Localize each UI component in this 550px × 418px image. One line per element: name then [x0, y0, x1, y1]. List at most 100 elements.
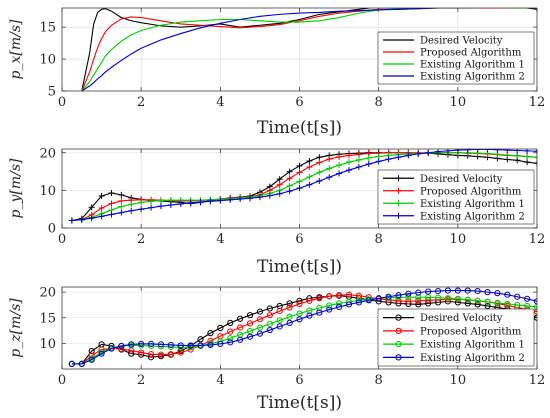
series-3-point — [128, 201, 135, 208]
x-tick-label: 2 — [137, 95, 145, 110]
series-1-point — [88, 204, 95, 211]
series-4-point — [484, 149, 491, 153]
series-4-point — [306, 181, 313, 188]
y-axis-label: p_z[m/s] — [8, 298, 24, 358]
series-1-point — [237, 315, 244, 322]
legend-label: Proposed Algorithm — [420, 48, 522, 59]
series-2-point — [355, 292, 362, 299]
series-4-point — [177, 200, 184, 207]
series-4-point — [78, 360, 85, 367]
series-4-point — [335, 303, 343, 311]
legend-label: Existing Algorithm 2 — [420, 353, 525, 364]
x-tick-label: 8 — [375, 95, 383, 110]
series-1-point — [316, 154, 323, 161]
series-4-point — [474, 149, 481, 153]
series-3-point — [444, 295, 452, 302]
x-tick-label: 0 — [58, 95, 66, 110]
legend-marker — [395, 327, 402, 334]
legend-marker — [395, 314, 402, 321]
series-4-point — [286, 188, 293, 195]
series-4-point — [138, 340, 145, 347]
series-2-point — [533, 308, 537, 315]
series-1-point — [246, 312, 254, 319]
series-3-point — [286, 182, 293, 189]
x-tick-label: 8 — [375, 373, 383, 388]
series-4-point — [227, 339, 234, 346]
series-line-2 — [81, 8, 537, 91]
series-2-point — [336, 153, 343, 160]
series-4-point — [533, 298, 537, 305]
series-4-point — [138, 206, 145, 213]
x-tick-label: 12 — [529, 373, 546, 388]
series-3-point — [256, 324, 264, 331]
series-3-point — [464, 296, 471, 303]
series-2-point — [316, 295, 323, 302]
series-1-point — [217, 324, 224, 332]
legend-marker — [395, 200, 402, 207]
series-3-point — [454, 295, 461, 302]
series-4-point — [197, 199, 204, 206]
x-tick-label: 2 — [137, 232, 145, 247]
series-4-point — [534, 149, 537, 155]
series-4-point — [167, 341, 174, 349]
series-4-point — [514, 293, 521, 300]
series-2-point — [276, 181, 283, 188]
x-tick-label: 0 — [58, 373, 66, 388]
series-3-point — [504, 300, 511, 308]
series-1-point — [524, 159, 531, 166]
series-1-point — [88, 347, 95, 355]
series-1-point — [306, 158, 313, 165]
series-1-point — [276, 176, 283, 183]
series-4-point — [108, 345, 115, 352]
series-3-point — [177, 344, 184, 351]
y-tick-label: 5 — [48, 85, 56, 100]
x-tick-label: 6 — [295, 232, 303, 247]
series-3-point — [148, 198, 155, 205]
series-4-point — [375, 295, 382, 302]
series-4-point — [375, 158, 382, 165]
series-4-point — [296, 185, 303, 192]
series-4-point — [405, 290, 412, 297]
x-tick-label: 10 — [450, 232, 467, 247]
series-4-point — [365, 161, 372, 168]
series-2-point — [316, 159, 323, 166]
series-line-1 — [71, 295, 537, 365]
series-4-point — [306, 312, 313, 319]
x-tick-label: 6 — [295, 95, 303, 110]
series-3-point — [474, 297, 481, 304]
series-4-point — [68, 217, 75, 224]
series-2-point — [108, 200, 115, 207]
series-3-point — [415, 294, 422, 301]
series-4-point — [444, 149, 451, 154]
y-tick-label: 10 — [39, 184, 56, 199]
series-3-point — [365, 155, 372, 162]
series-1-point — [207, 330, 214, 337]
y-tick-label: 10 — [39, 337, 56, 352]
series-4-point — [524, 149, 531, 154]
series-1-point — [484, 302, 491, 310]
series-4-point — [345, 301, 353, 308]
series-3-point — [157, 197, 164, 204]
series-3-point — [336, 162, 343, 169]
legend-marker — [395, 341, 402, 348]
series-4-point — [237, 336, 244, 343]
series-4-point — [237, 196, 244, 203]
series-2-point — [345, 291, 353, 298]
series-3-point — [286, 313, 293, 320]
series-4-point — [177, 342, 184, 349]
y-tick-label: 20 — [39, 146, 56, 161]
series-1-point — [534, 160, 537, 167]
series-4-point — [276, 323, 283, 330]
series-3-point — [405, 294, 412, 301]
legend-label: Existing Algorithm 1 — [420, 340, 525, 351]
series-3-point — [316, 169, 323, 176]
series-4-point — [336, 170, 343, 177]
legend-label: Existing Algorithm 2 — [420, 72, 525, 83]
series-4-point — [395, 292, 402, 299]
legend-marker — [395, 175, 402, 182]
series-4-point — [187, 342, 194, 349]
legend-label: Existing Algorithm 2 — [420, 211, 525, 222]
series-4-point — [494, 290, 501, 297]
